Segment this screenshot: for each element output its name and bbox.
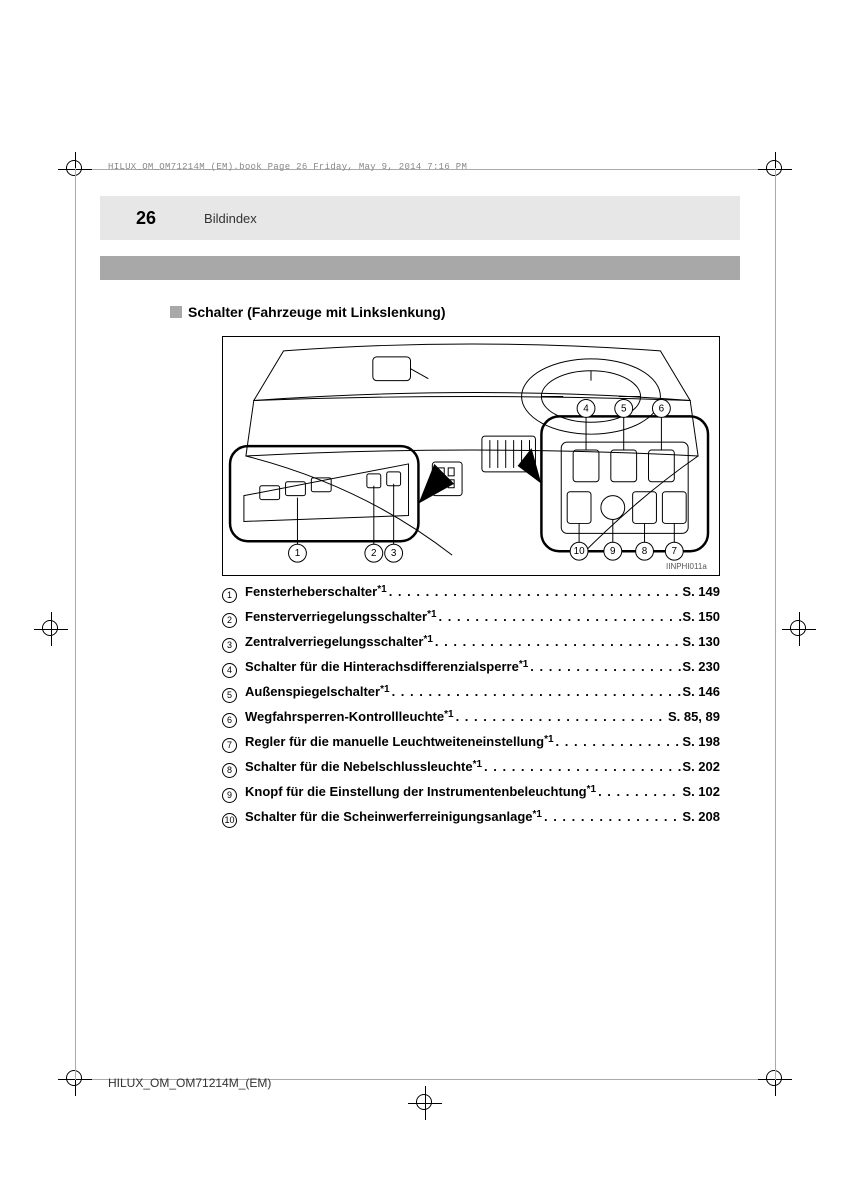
item-note: *1 [473,759,482,770]
index-list: 1Fensterheberschalter*1S. 149 2Fensterve… [222,584,720,834]
item-label: Fensterverriegelungsschalter [245,609,427,624]
item-num: 9 [222,788,237,803]
leader-dots [390,684,683,699]
callout-5: 5 [621,403,627,414]
leader-dots [596,784,682,799]
sub-banner [100,256,740,280]
item-page: S. 85, 89 [668,709,720,724]
item-page: S. 149 [682,584,720,599]
item-label: Regler für die manuelle Leuchtweiteneins… [245,734,544,749]
item-num: 4 [222,663,237,678]
item-page: S. 230 [682,659,720,674]
item-note: *1 [427,609,436,620]
item-num: 5 [222,688,237,703]
item-page: S. 198 [682,734,720,749]
diagram-illustration: 4 5 6 10 9 8 7 1 2 3 [222,336,720,576]
item-label: Knopf für die Einstellung der Instrument… [245,784,587,799]
page-number: 26 [136,208,156,229]
callout-6: 6 [659,403,665,414]
item-page: S. 150 [682,609,720,624]
leader-dots [554,734,683,749]
ruler-left [75,168,76,1080]
item-label: Fensterheberschalter [245,584,377,599]
item-num: 10 [222,813,237,828]
item-num: 6 [222,713,237,728]
callout-8: 8 [642,546,648,557]
item-page: S. 208 [682,809,720,824]
list-item: 9 Knopf für die Einstellung der Instrumen… [222,784,720,801]
dashboard-svg: 4 5 6 10 9 8 7 1 2 3 [223,337,719,575]
item-note: *1 [377,584,386,595]
item-label: Schalter für die Hinterachsdifferenzials… [245,659,519,674]
callout-7: 7 [672,546,678,557]
list-item: 4 Schalter für die Hinterachsdifferenzial… [222,659,720,676]
callout-1: 1 [295,548,301,559]
item-num: 8 [222,763,237,778]
section-title: Bildindex [204,211,257,226]
item-page: S. 130 [682,634,720,649]
item-page: S. 146 [682,684,720,699]
item-label: Außenspiegelschalter [245,684,380,699]
leader-dots [482,759,682,774]
leader-dots [542,809,682,824]
leader-dots [433,634,682,649]
item-label: Schalter für die Nebelschlussleuchte [245,759,473,774]
list-item: 8 Schalter für die Nebelschlussleuchte*1 S… [222,759,720,776]
list-item: 7 Regler für die manuelle Leuchtweitenein… [222,734,720,751]
leader-dots [437,609,683,624]
item-note: *1 [423,634,432,645]
header-meta-line: HILUX_OM_OM71214M_(EM).book Page 26 Frid… [108,162,467,172]
list-item: 1 Fensterheberschalter*1 S. 149 [222,584,720,601]
item-note: *1 [444,709,453,720]
reg-mark-mid-right [782,612,816,646]
item-num: 2 [222,613,237,628]
callout-3: 3 [391,548,397,559]
item-label: Zentralverriegelungsschalter [245,634,423,649]
item-num: 1 [222,588,237,603]
item-note: *1 [587,784,596,795]
callout-2: 2 [371,548,377,559]
callout-4: 4 [583,403,589,414]
footer-code: HILUX_OM_OM71214M_(EM) [108,1076,271,1090]
image-code: IINPHI011a [666,562,707,571]
leader-dots [387,584,683,599]
list-item: 10 Schalter für die Scheinwerferreinigung… [222,809,720,826]
heading-bullet-icon [170,306,182,318]
item-label: Wegfahrsperren-Kontrollleuchte [245,709,444,724]
reg-mark-mid-left [34,612,68,646]
item-page: S. 102 [682,784,720,799]
ruler-right [775,168,776,1080]
item-num: 3 [222,638,237,653]
item-label: Schalter für die Scheinwerferreinigungsa… [245,809,533,824]
list-item: 6 Wegfahrsperren-Kontrollleuchte*1 S. 85, … [222,709,720,726]
item-note: *1 [544,734,553,745]
item-note: *1 [380,684,389,695]
item-num: 7 [222,738,237,753]
callout-9: 9 [610,546,616,557]
callout-10: 10 [574,546,586,557]
leader-dots [528,659,682,674]
item-note: *1 [519,659,528,670]
section-heading: Schalter (Fahrzeuge mit Linkslenkung) [170,304,446,320]
item-note: *1 [533,809,542,820]
heading-text: Schalter (Fahrzeuge mit Linkslenkung) [188,304,446,320]
leader-dots [454,709,668,724]
list-item: 5 Außenspiegelschalter*1 S. 146 [222,684,720,701]
item-page: S. 202 [682,759,720,774]
page-banner: 26 Bildindex [100,196,740,240]
list-item: 2 Fensterverriegelungsschalter*1 S. 150 [222,609,720,626]
reg-mark-bot-center [408,1086,442,1120]
list-item: 3 Zentralverriegelungsschalter*1 S. 130 [222,634,720,651]
